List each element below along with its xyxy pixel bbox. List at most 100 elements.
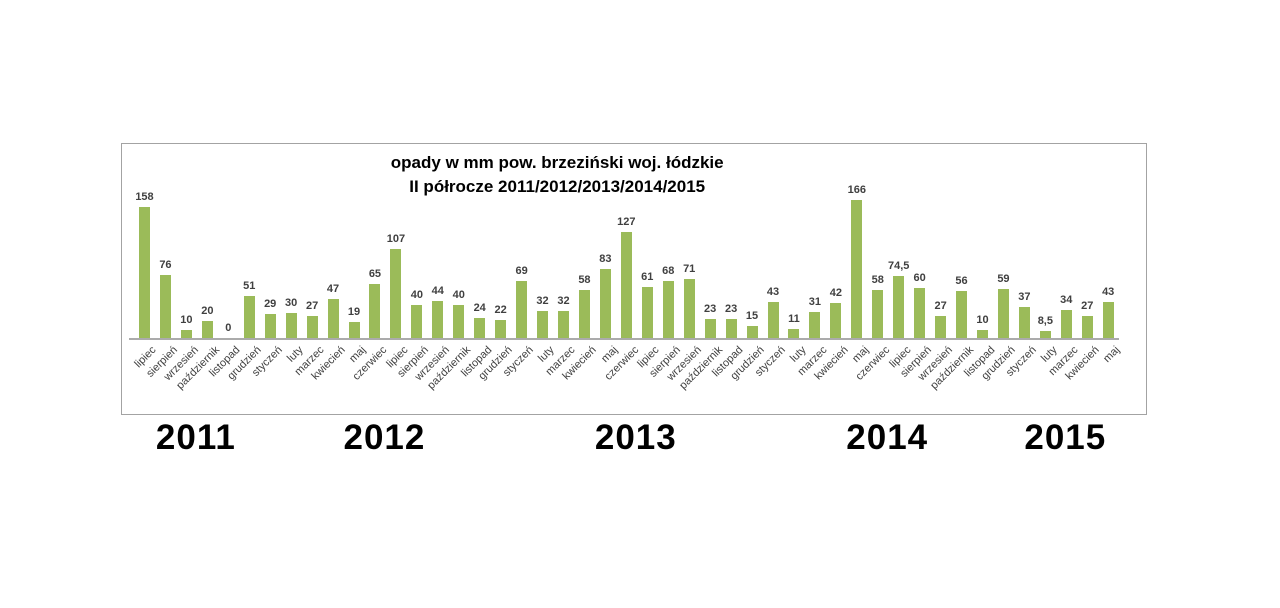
bar-2012-wrzesień	[432, 301, 444, 338]
year-label-2014: 2014	[846, 418, 929, 457]
bar-2013-kwiecień	[578, 290, 590, 338]
bar-value-label: 60	[913, 272, 926, 284]
bar-2014-grudzień	[997, 289, 1009, 338]
bar-2013-lipiec	[641, 287, 653, 338]
bar-value-label: 56	[955, 275, 968, 287]
bar-value-label: 166	[847, 184, 866, 196]
x-axis-line	[129, 338, 1119, 340]
bar-2012-grudzień	[495, 320, 507, 338]
bar-value-label: 59	[997, 273, 1010, 285]
bar-2013-styczeń	[516, 281, 528, 338]
bar-value-label: 32	[557, 295, 570, 307]
bar-value-label: 127	[617, 216, 636, 228]
bar-value-label: 58	[871, 274, 884, 286]
year-label-2011: 2011	[155, 418, 236, 457]
bar-2014-czerwiec	[872, 290, 884, 338]
bar-value-label: 65	[368, 268, 382, 280]
bar-value-label: 10	[976, 314, 989, 326]
bar-2012-lipiec	[390, 249, 402, 338]
bar-2013-grudzień	[746, 326, 758, 338]
bar-2012-marzec	[306, 316, 318, 338]
bar-value-label: 40	[452, 289, 465, 301]
bar-2012-maj	[348, 322, 360, 338]
bar-value-label: 43	[1102, 286, 1115, 298]
bar-value-label: 47	[326, 283, 340, 295]
bar-value-label: 8,5	[1037, 315, 1053, 327]
bar-value-label: 83	[599, 253, 612, 265]
bar-2015-marzec	[1060, 310, 1072, 338]
bar-2013-luty	[537, 311, 549, 338]
bar-value-label: 31	[808, 296, 822, 308]
bar-2013-listopad	[725, 319, 737, 338]
bar-2014-kwiecień	[830, 303, 842, 338]
bar-value-label: 0	[225, 322, 232, 334]
bar-2012-czerwiec	[369, 284, 381, 338]
bar-2015-luty	[1039, 331, 1051, 338]
bar-2014-marzec	[809, 312, 821, 338]
year-label-2012: 2012	[343, 418, 426, 457]
bar-value-label: 20	[201, 305, 214, 317]
bar-2012-luty	[285, 313, 297, 338]
bar-2011-lipiec	[139, 207, 150, 338]
bar-value-label: 71	[683, 263, 696, 275]
bar-2013-czerwiec	[620, 232, 632, 338]
bar-value-label: 23	[724, 303, 738, 315]
bar-2015-maj	[1102, 302, 1114, 338]
bar-value-label: 32	[536, 295, 549, 307]
bar-value-label: 42	[829, 287, 842, 299]
bar-value-label: 19	[347, 306, 361, 318]
bar-value-label: 158	[135, 191, 154, 203]
bar-value-label: 44	[431, 285, 444, 297]
bar-2013-maj	[599, 269, 611, 338]
bar-value-label: 11	[788, 313, 800, 325]
bar-2013-marzec	[558, 311, 569, 338]
bar-value-label: 34	[1060, 294, 1073, 306]
bar-2011-październik	[201, 321, 213, 338]
bar-2014-październik	[956, 291, 968, 338]
chart-title: opady w mm pow. brzeziński woj. łódzkie …	[122, 151, 992, 199]
bar-value-label: 27	[1081, 300, 1094, 312]
bar-2013-październik	[704, 319, 716, 338]
bar-2015-styczeń	[1018, 307, 1030, 338]
bar-chart: opady w mm pow. brzeziński woj. łódzkie …	[121, 143, 1147, 415]
bar-2011-wrzesień	[180, 330, 192, 338]
bar-2014-sierpień	[914, 288, 926, 338]
bar-2012-sierpień	[411, 305, 423, 338]
bar-value-label: 51	[243, 280, 256, 292]
plot-area: 158 lipiec 76 sierpień 10 wrzesień 20 październ…	[122, 144, 1146, 414]
bar-2011-grudzień	[243, 296, 255, 338]
bar-2013-wrzesień	[683, 279, 695, 338]
bar-value-label: 23	[704, 303, 717, 315]
bar-value-label: 27	[934, 300, 947, 312]
bar-value-label: 27	[305, 300, 319, 312]
bar-2014-maj	[851, 200, 863, 338]
bar-value-label: 61	[641, 271, 654, 283]
bar-value-label: 30	[285, 297, 298, 309]
bar-value-label: 10	[180, 314, 193, 326]
bar-value-label: 76	[159, 259, 172, 271]
year-label-2015: 2015	[1024, 418, 1107, 457]
bar-2014-luty	[788, 329, 800, 338]
bar-2012-kwiecień	[327, 299, 339, 338]
bar-2012-styczeń	[264, 314, 276, 338]
bar-value-label: 68	[662, 265, 675, 277]
bar-value-label: 58	[578, 274, 591, 286]
chart-title-line1: opady w mm pow. brzeziński woj. łódzkie	[390, 153, 724, 172]
bar-value-label: 24	[473, 302, 486, 314]
bar-2014-listopad	[977, 330, 988, 338]
bar-value-label: 43	[766, 286, 780, 298]
bar-2012-listopad	[474, 318, 486, 338]
year-label-2013: 2013	[594, 418, 677, 457]
bar-value-label: 37	[1018, 291, 1031, 303]
bar-2015-kwiecień	[1081, 316, 1093, 338]
bar-2012-październik	[453, 305, 465, 338]
bar-value-label: 69	[515, 265, 528, 277]
bar-value-label: 107	[386, 233, 406, 245]
bar-2014-lipiec	[893, 276, 905, 338]
bar-2011-sierpień	[159, 275, 171, 338]
chart-title-line2: II półrocze 2011/2012/2013/2014/2015	[409, 176, 706, 196]
bar-value-label: 40	[410, 289, 423, 301]
x-tick-label: maj	[1101, 344, 1123, 366]
bar-2013-sierpień	[662, 281, 674, 338]
